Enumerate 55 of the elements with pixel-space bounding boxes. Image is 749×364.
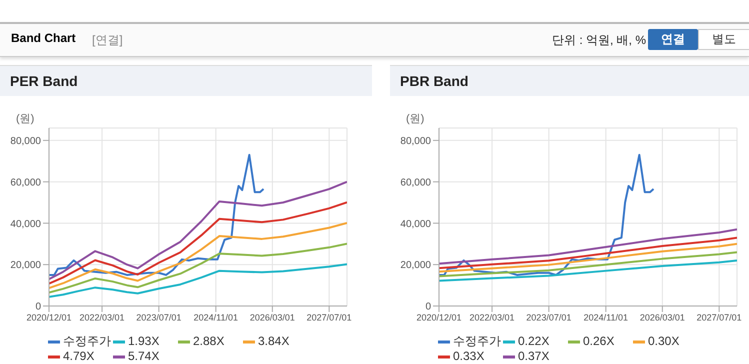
x-tick-label: 2020/12/01: [26, 312, 72, 322]
y-tick-label: 20,000: [400, 260, 432, 272]
y-tick-label: 40,000: [10, 218, 42, 230]
line-series: [49, 242, 347, 294]
line-series: [439, 242, 737, 273]
legend-label: 0.26X: [583, 334, 614, 349]
legend-label: 수정주가: [453, 334, 501, 349]
y-axis-title: (원): [406, 112, 424, 126]
line-series: [49, 154, 265, 276]
x-tick-label: 2027/07/01: [306, 312, 352, 322]
x-tick-label: 2022/03/01: [80, 312, 125, 322]
y-tick-label: 80,000: [400, 136, 432, 147]
text: 별도: [698, 29, 749, 50]
text: [연결]: [92, 32, 123, 49]
line-series: [49, 263, 347, 298]
x-tick-label: 2026/03/01: [250, 312, 295, 322]
line-series: [439, 236, 737, 270]
legend-label: 0.37X: [518, 349, 550, 364]
legend-label: 0.33X: [453, 349, 484, 364]
y-tick-label: 20,000: [10, 260, 42, 272]
y-tick-label: 80,000: [10, 136, 42, 147]
y-tick-label: 60,000: [10, 177, 42, 188]
y-tick-label: 60,000: [400, 177, 432, 188]
legend-label: 1.93X: [128, 334, 160, 349]
y-tick-label: 0: [425, 302, 432, 313]
legend-label: 5.74X: [128, 349, 160, 364]
text: Band Chart: [11, 31, 76, 45]
chart-title: PER Band: [0, 65, 372, 96]
x-tick-label: 2024/11/01: [194, 312, 238, 322]
text: 단위 : 억원, 배, %: [552, 32, 646, 49]
legend-label: 0.30X: [648, 334, 680, 349]
legend-label: 4.79X: [63, 349, 94, 364]
x-tick-label: 2022/03/01: [470, 312, 515, 322]
x-tick-label: 2026/03/01: [640, 312, 685, 322]
legend-label: 수정주가: [63, 334, 111, 349]
line-series: [439, 228, 737, 265]
legend-label: 3.84X: [258, 334, 290, 349]
line-series: [49, 180, 347, 280]
line-series: [439, 154, 655, 276]
x-tick-label: 2023/07/01: [526, 312, 572, 322]
x-tick-label: 2020/12/01: [416, 312, 462, 322]
x-tick-label: 2023/07/01: [136, 312, 182, 322]
y-tick-label: 40,000: [400, 218, 432, 230]
legend-label: 2.88X: [193, 334, 224, 349]
line-series: [439, 251, 737, 278]
text: 연결: [648, 29, 698, 50]
line-series: [439, 259, 737, 282]
line-series: [49, 201, 347, 285]
y-axis-title: (원): [16, 112, 34, 126]
chart-title: PBR Band: [390, 65, 749, 96]
legend-label: 0.22X: [518, 334, 550, 349]
line-series: [49, 222, 347, 289]
y-tick-label: 0: [35, 302, 42, 313]
x-tick-label: 2024/11/01: [584, 312, 628, 322]
x-tick-label: 2027/07/01: [696, 312, 742, 322]
